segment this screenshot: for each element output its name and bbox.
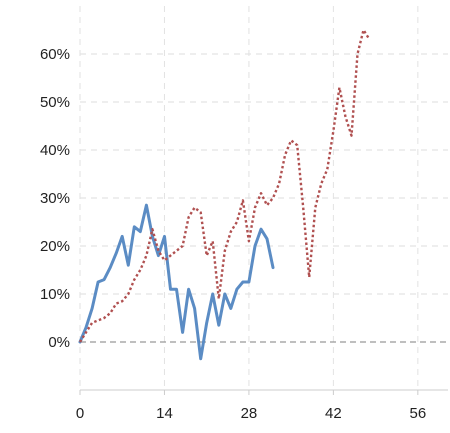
y-tick-label: 50%: [40, 94, 70, 111]
y-tick-label: 40%: [40, 142, 70, 159]
y-tick-label: 10%: [40, 286, 70, 303]
series-line-solid: [78, 203, 275, 361]
x-tick-label: 42: [325, 405, 342, 422]
grid-lines: [79, 6, 448, 390]
x-tick-label: 14: [156, 405, 173, 422]
axes: [79, 341, 448, 395]
y-tick-label: 60%: [40, 46, 70, 63]
x-tick-label: 0: [76, 405, 84, 422]
tick-labels: 0% 10% 20% 30% 40% 50% 60% 0 14 28 42 56: [40, 46, 426, 422]
x-tick-label: 28: [241, 405, 258, 422]
series-line-dotted: [78, 28, 371, 343]
y-tick-label: 0%: [48, 334, 70, 351]
y-tick-label: 20%: [40, 238, 70, 255]
x-tick-label: 56: [409, 405, 426, 422]
series-lines: [78, 28, 371, 361]
y-tick-label: 30%: [40, 190, 70, 207]
